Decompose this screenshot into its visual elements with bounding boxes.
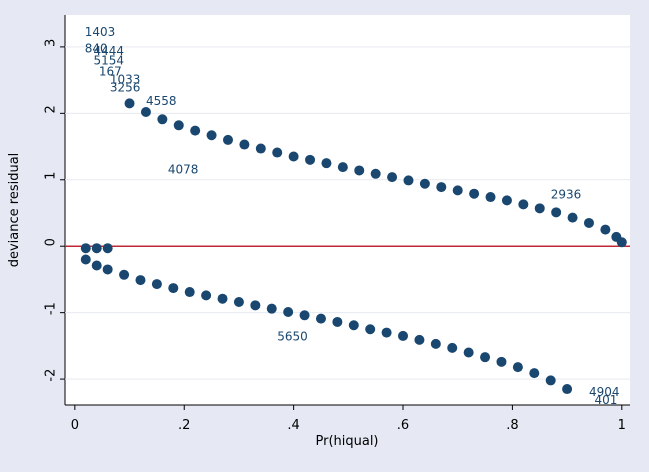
- point: [80, 254, 91, 265]
- point: [190, 125, 201, 136]
- x-axis-title: Pr(hiqual): [315, 434, 378, 449]
- point: [266, 303, 277, 314]
- point: [102, 264, 113, 275]
- point: [315, 313, 326, 324]
- point: [529, 368, 540, 379]
- point: [321, 158, 332, 169]
- point: [272, 147, 283, 158]
- point: [206, 130, 217, 141]
- point: [370, 168, 381, 179]
- point: [518, 199, 529, 210]
- y-tick-label: -2: [44, 369, 59, 382]
- point: [430, 338, 441, 349]
- point-label: 5650: [277, 330, 308, 344]
- y-tick-label: -1: [44, 302, 59, 315]
- point: [124, 98, 135, 109]
- point: [381, 327, 392, 338]
- point: [398, 330, 409, 341]
- point: [332, 316, 343, 327]
- point: [463, 347, 474, 358]
- point: [80, 243, 91, 254]
- point: [469, 188, 480, 199]
- point-label: 3256: [110, 81, 141, 95]
- point: [157, 114, 168, 125]
- point: [91, 243, 102, 254]
- point: [201, 290, 212, 301]
- point: [480, 352, 491, 363]
- point: [255, 143, 266, 154]
- plot-area: [65, 15, 630, 405]
- point: [135, 275, 146, 286]
- point: [140, 107, 151, 118]
- point: [151, 279, 162, 290]
- point: [403, 175, 414, 186]
- x-tick-label: .6: [397, 418, 409, 433]
- point-label: 4444: [93, 44, 124, 58]
- point-label: 401: [594, 393, 617, 407]
- point: [583, 217, 594, 228]
- point: [436, 182, 447, 193]
- point: [250, 300, 261, 311]
- y-tick-label: 0: [44, 238, 59, 246]
- point: [348, 320, 359, 331]
- point: [168, 283, 179, 294]
- point-label: 4904: [589, 385, 620, 399]
- point: [485, 192, 496, 203]
- x-tick-label: 0: [71, 418, 79, 433]
- point: [551, 207, 562, 218]
- point-label: 5154: [93, 53, 124, 67]
- point-label: 4558: [146, 94, 177, 108]
- point: [562, 384, 573, 395]
- point: [496, 356, 507, 367]
- y-tick-label: 2: [44, 105, 59, 113]
- point: [233, 297, 244, 308]
- point: [305, 154, 316, 165]
- point: [91, 260, 102, 271]
- point: [387, 172, 398, 183]
- point-label: 2936: [551, 188, 582, 202]
- point: [354, 165, 365, 176]
- point: [534, 203, 545, 214]
- point-label: 1033: [110, 73, 141, 87]
- point-label: 4078: [168, 162, 199, 176]
- point: [337, 162, 348, 173]
- point: [102, 243, 113, 254]
- x-tick-label: .8: [506, 418, 518, 433]
- point: [173, 120, 184, 131]
- x-tick-label: .2: [178, 418, 190, 433]
- x-tick-label: 1: [618, 418, 626, 433]
- point: [119, 269, 130, 280]
- y-tick-label: 1: [44, 172, 59, 180]
- point: [616, 237, 627, 248]
- point: [365, 324, 376, 335]
- y-tick-label: 3: [44, 39, 59, 47]
- point: [299, 310, 310, 321]
- point-label: 840: [85, 41, 108, 55]
- point: [447, 342, 458, 353]
- x-tick-label: .4: [287, 418, 299, 433]
- point: [414, 334, 425, 345]
- point: [239, 139, 250, 150]
- point: [512, 362, 523, 373]
- point: [419, 178, 430, 189]
- point: [600, 224, 611, 235]
- point: [567, 212, 578, 223]
- y-axis-title: deviance residual: [7, 153, 22, 268]
- point: [217, 293, 228, 304]
- point: [452, 185, 463, 196]
- point-label: 167: [99, 65, 122, 79]
- point: [283, 306, 294, 317]
- point: [545, 375, 556, 386]
- point: [222, 134, 233, 145]
- point: [501, 195, 512, 206]
- point-label: 1403: [85, 25, 116, 39]
- point: [184, 287, 195, 298]
- point: [288, 151, 299, 162]
